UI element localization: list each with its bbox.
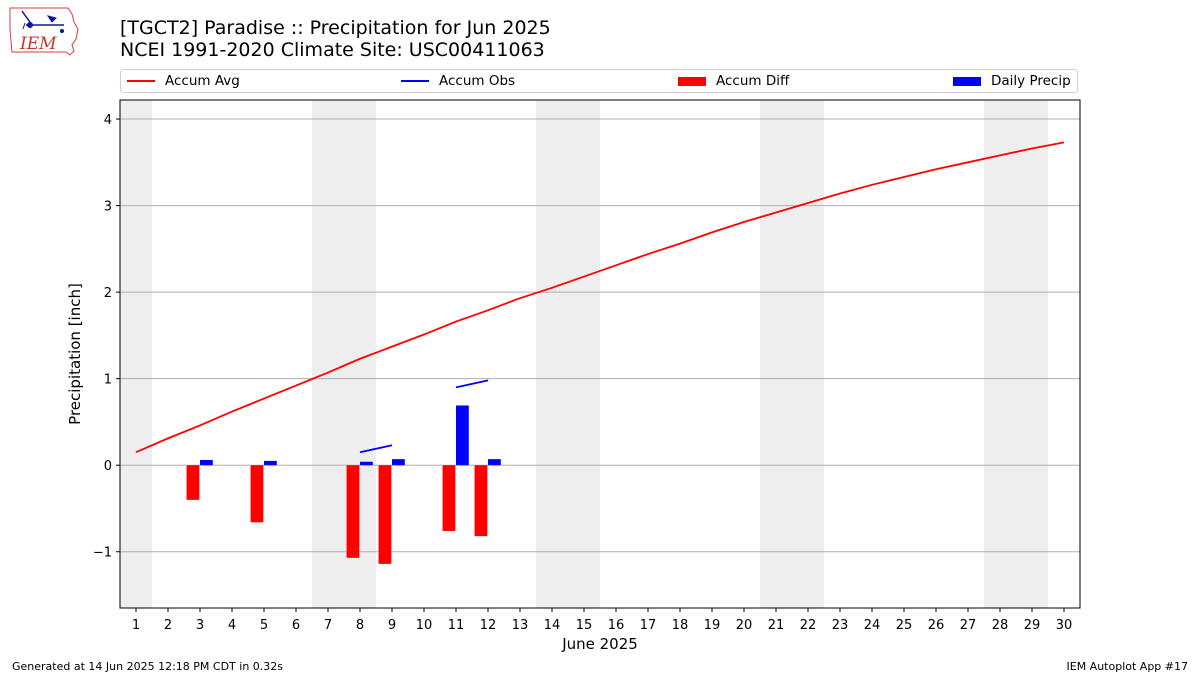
accum-obs-line xyxy=(455,379,489,389)
x-tick-label: 9 xyxy=(388,618,396,633)
footer-generated: Generated at 14 Jun 2025 12:18 PM CDT in… xyxy=(12,660,284,673)
weekend-bands xyxy=(120,100,1048,608)
accum-diff-bar xyxy=(442,465,456,531)
x-tick-label: 17 xyxy=(640,618,657,633)
daily-precip-bar xyxy=(264,460,277,466)
bars xyxy=(186,405,501,564)
legend-swatch-accum-obs xyxy=(401,80,429,82)
x-tick-label: 28 xyxy=(992,618,1009,633)
daily-precip-bar xyxy=(456,405,469,466)
x-tick-label: 18 xyxy=(672,618,689,633)
x-tick-label: 25 xyxy=(896,618,913,633)
x-tick-label: 22 xyxy=(800,618,817,633)
x-tick-label: 30 xyxy=(1056,618,1073,633)
x-tick-label: 26 xyxy=(928,618,945,633)
legend-item-accum-avg: Accum Avg xyxy=(127,73,240,89)
accum-obs-line xyxy=(359,444,393,454)
x-tick-label: 2 xyxy=(164,618,172,633)
x-tick-label: 19 xyxy=(704,618,721,633)
weekend-band xyxy=(760,100,824,608)
legend-item-accum-obs: Accum Obs xyxy=(401,73,515,89)
x-tick-label: 10 xyxy=(416,618,433,633)
daily-precip-bar xyxy=(488,459,501,466)
iem-logo: IEM xyxy=(9,7,79,56)
x-tick-label: 24 xyxy=(864,618,881,633)
legend-label-daily-precip: Daily Precip xyxy=(991,73,1071,89)
x-tick-label: 3 xyxy=(196,618,204,633)
x-tick-label: 16 xyxy=(608,618,625,633)
legend-swatch-accum-avg xyxy=(127,80,155,82)
y-tick-label: 3 xyxy=(104,200,112,215)
weather-station-icon xyxy=(21,10,64,33)
x-tick-label: 4 xyxy=(228,618,236,633)
x-tick-label: 15 xyxy=(576,618,593,633)
accum-diff-bar xyxy=(186,465,200,500)
legend-label-accum-obs: Accum Obs xyxy=(439,73,516,89)
legend-item-daily-precip: Daily Precip xyxy=(953,73,1071,89)
x-tick-label: 7 xyxy=(324,618,332,633)
legend-item-accum-diff: Accum Diff xyxy=(678,73,789,89)
x-tick-label: 29 xyxy=(1024,618,1041,633)
y-tick-label: 4 xyxy=(104,113,112,128)
footer-app: IEM Autoplot App #17 xyxy=(1066,660,1189,673)
chart-subtitle: NCEI 1991-2020 Climate Site: USC00411063 xyxy=(120,39,545,61)
x-tick-label: 1 xyxy=(132,618,140,633)
daily-precip-bar xyxy=(200,460,213,466)
x-tick-label: 20 xyxy=(736,618,753,633)
accum-avg-line xyxy=(135,141,1065,454)
x-tick-label: 12 xyxy=(480,618,497,633)
y-tick-label: −1 xyxy=(93,546,112,561)
chart-legend: Accum Avg Accum Obs Accum Diff Daily Pre… xyxy=(120,69,1078,93)
accum-diff-bar xyxy=(378,465,392,564)
y-tick-label: 1 xyxy=(104,373,112,388)
weekend-band xyxy=(536,100,600,608)
weekend-band xyxy=(984,100,1048,608)
weekend-band xyxy=(312,100,376,608)
x-tick-label: 23 xyxy=(832,618,849,633)
x-tick-label: 21 xyxy=(768,618,785,633)
y-axis-label: Precipitation [inch] xyxy=(66,283,84,425)
daily-precip-bar xyxy=(360,461,373,466)
chart-title: [TGCT2] Paradise :: Precipitation for Ju… xyxy=(120,17,551,39)
y-tick-label: 0 xyxy=(104,459,112,474)
x-tick-label: 13 xyxy=(512,618,529,633)
x-tick-label: 6 xyxy=(292,618,300,633)
x-tick-label: 14 xyxy=(544,618,561,633)
x-tick-label: 8 xyxy=(356,618,364,633)
x-axis-label: June 2025 xyxy=(561,635,638,653)
weekend-band xyxy=(120,100,152,608)
series-lines xyxy=(135,141,1065,454)
legend-swatch-accum-diff xyxy=(678,76,706,86)
legend-swatch-daily-precip xyxy=(953,76,981,86)
legend-label-accum-avg: Accum Avg xyxy=(165,73,240,89)
x-tick-label: 27 xyxy=(960,618,977,633)
accum-diff-bar xyxy=(346,465,360,558)
daily-precip-bar xyxy=(392,459,405,466)
y-tick-label: 2 xyxy=(104,286,112,301)
gridlines xyxy=(120,118,1080,553)
accum-diff-bar xyxy=(250,465,264,523)
accum-diff-bar xyxy=(474,465,488,537)
x-tick-label: 5 xyxy=(260,618,268,633)
legend-label-accum-diff: Accum Diff xyxy=(716,73,790,89)
logo-text: IEM xyxy=(19,34,57,54)
x-tick-label: 11 xyxy=(448,618,465,633)
plot-frame xyxy=(119,99,1081,609)
